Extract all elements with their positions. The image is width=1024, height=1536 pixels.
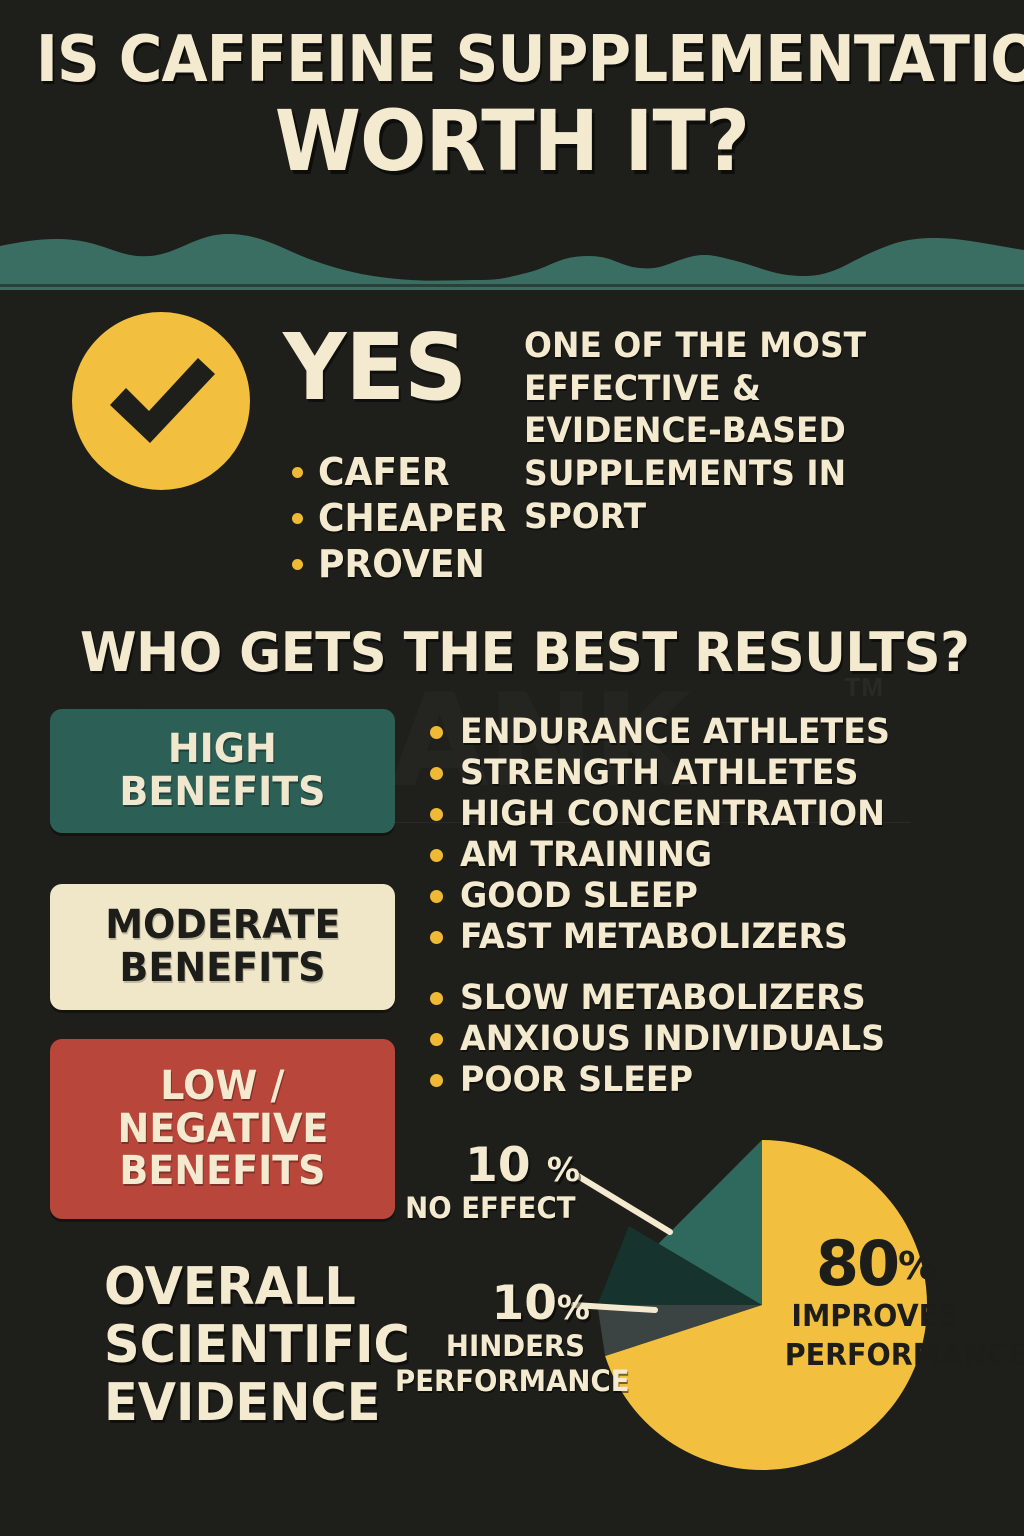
bullet-dot-icon [430, 890, 443, 903]
evidence-label-line3: EVIDENCE [104, 1373, 381, 1434]
yes-benefit-list: CAFER CHEAPER PROVEN [292, 450, 516, 590]
pie-slice-shade [597, 1226, 762, 1305]
title-line-1: IS CAFFEINE SUPPLEMENTATION [35, 23, 1024, 97]
bullet-dot-icon [430, 726, 443, 739]
list-item: SLOW METABOLIZERS [430, 978, 913, 1019]
list-item: ANXIOUS INDIVIDUALS [430, 1019, 913, 1060]
check-mark-icon [110, 358, 215, 443]
bullet-dot-icon [430, 1033, 443, 1046]
callout-percent-sign: % [556, 1288, 590, 1327]
tier-bar-moderate: MODERATE BENEFITS [50, 884, 395, 1010]
bullet-dot-icon [430, 931, 443, 944]
bullet-dot-icon [430, 767, 443, 780]
tier-label-moderate-line1: MODERATE [104, 902, 341, 949]
callout-value-row: 10 % [400, 1142, 580, 1189]
title-line-2: WORTH IT? [274, 92, 750, 191]
list-item: ENDURANCE ATHLETES [430, 712, 913, 753]
callout-caption-line1: NO EFFECT [405, 1191, 576, 1225]
tier-bar-low: LOW / NEGATIVE BENEFITS [50, 1039, 395, 1219]
result-item-label: HIGH CONCENTRATION [460, 794, 885, 834]
tier-label-high-line2: BENEFITS [119, 769, 326, 815]
result-item-label: POOR SLEEP [460, 1060, 694, 1100]
tier-label-moderate-line2: BENEFITS [119, 945, 326, 991]
yes-label: YES [283, 314, 467, 421]
list-item: FAST METABOLIZERS [430, 917, 913, 958]
bullet-dot-icon [292, 513, 303, 525]
list-item: AM TRAINING [430, 835, 913, 876]
callout-value-row: 10% [390, 1280, 590, 1327]
yes-check-badge [72, 312, 250, 490]
callout-percent-sign: % [546, 1150, 580, 1189]
list-item: PROVEN [292, 544, 516, 585]
bullet-dot-icon [430, 1074, 443, 1087]
evidence-label-line1: OVERALL [104, 1257, 356, 1317]
tier-label-high-line1: HIGH [168, 726, 277, 773]
callout-value: 10 [465, 1138, 531, 1193]
pie-slice-improves [605, 1140, 928, 1470]
pie-callout-no-effect: 10 % NO EFFECT [400, 1142, 580, 1224]
bullet-dot-icon [430, 992, 443, 1005]
results-item-list: ENDURANCE ATHLETES STRENGTH ATHLETES HIG… [430, 712, 913, 1101]
bullet-dot-icon [430, 849, 443, 862]
evidence-label-line2: SCIENTIFIC [104, 1315, 410, 1376]
list-item: CHEAPER [292, 496, 516, 541]
callout-value: 10 [491, 1276, 557, 1331]
list-item: STRENGTH ATHLETES [430, 753, 913, 794]
callout-caption-line1: HINDERS [445, 1329, 585, 1363]
result-item-label: AM TRAINING [460, 835, 713, 875]
pie-slice-hinders [597, 1305, 762, 1356]
list-item: POOR SLEEP [430, 1060, 913, 1101]
bullet-dot-icon [430, 808, 443, 821]
tier-label-low-line2: NEGATIVE [117, 1105, 328, 1152]
list-item: CAFER [292, 450, 516, 494]
result-item-label: ANXIOUS INDIVIDUALS [460, 1019, 886, 1059]
tier-bar-high: HIGH BENEFITS [50, 709, 395, 833]
result-item-label: FAST METABOLIZERS [460, 917, 849, 957]
tier-label-low-line1: LOW / [160, 1062, 285, 1109]
result-item-label: GOOD SLEEP [460, 876, 698, 916]
yes-bullet-label: CHEAPER [318, 496, 507, 541]
evidence-label: OVERALL SCIENTIFIC EVIDENCE [104, 1258, 410, 1433]
list-item: HIGH CONCENTRATION [430, 794, 913, 835]
wave-divider [0, 234, 1024, 290]
result-item-label: ENDURANCE ATHLETES [460, 712, 890, 752]
bullet-dot-icon [292, 467, 303, 479]
result-item-label: SLOW METABOLIZERS [460, 978, 866, 1018]
result-item-label: STRENGTH ATHLETES [460, 753, 859, 793]
evidence-pie-chart [597, 1140, 928, 1470]
verdict-description: ONE OF THE MOST EFFECTIVE & EVIDENCE-BAS… [524, 326, 867, 537]
yes-bullet-label: CAFER [318, 450, 450, 494]
pie-callout-hinders: 10% HINDERS PERFORMANCE [390, 1280, 630, 1399]
callout-caption-line2: PERFORMANCE [395, 1364, 630, 1399]
results-heading: WHO GETS THE BEST RESULTS? [80, 621, 970, 684]
page-title: IS CAFFEINE SUPPLEMENTATION WORTH IT? [0, 23, 1024, 191]
bullet-dot-icon [292, 559, 303, 571]
yes-bullet-label: PROVEN [318, 542, 485, 587]
list-item: GOOD SLEEP [430, 876, 913, 917]
tier-label-low-line3: BENEFITS [119, 1148, 326, 1195]
